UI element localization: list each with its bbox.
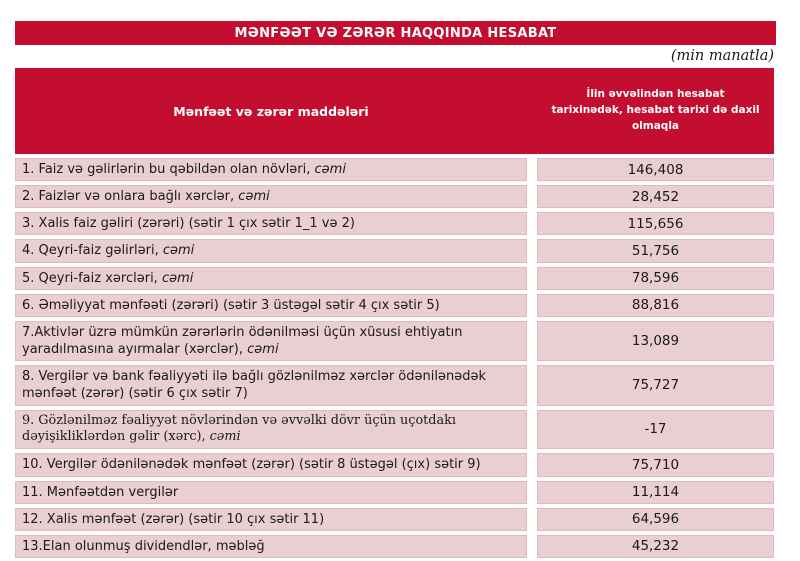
table-row: 9. Gözlənilməz fəaliyyət növlərindən və … [15,405,774,450]
row-label-italic-suffix: cəmi [314,162,346,177]
profit-loss-table: Mənfəət və zərər maddələri İlin əvvəlind… [15,68,774,558]
report-page: MƏNFƏƏT VƏ ZƏRƏR HAQQINDA HESABAT (min m… [0,21,800,561]
row-value: 13,089 [527,316,774,362]
table-row: 11. Mənfəətdən vergilər 11,114 [15,476,774,504]
row-label: 9. Gözlənilməz fəaliyyət növlərindən və … [15,405,527,450]
row-label-text: 4. Qeyri-faiz gəlirləri, [22,243,163,259]
column-header-items: Mənfəət və zərər maddələri [15,68,527,154]
row-label-italic-suffix: cəmi [238,189,270,205]
table-row: 8. Vergilər və bank fəaliyyəti ilə bağlı… [15,361,774,406]
row-label-text: 6. Əməliyyat mənfəəti (zərəri) (sətir 3 … [22,297,440,313]
row-label: 11. Mənfəətdən vergilər [15,476,527,504]
table-row: 13.Elan olunmuş dividendlər, məbləğ 45,2… [15,530,774,558]
row-value: 115,656 [527,208,774,236]
row-value: -17 [527,405,774,450]
row-label-text: 12. Xalis mənfəət (zərər) (sətir 10 çıx … [22,511,325,527]
row-value: 11,114 [527,476,774,504]
table-row: 3. Xalis faiz gəliri (zərəri) (sətir 1 ç… [15,208,774,236]
row-label: 1. Faiz və gəlirlərin bu qəbildən olan n… [15,154,527,182]
row-label-text: 2. Faizlər və onlara bağlı xərclər, [22,189,239,205]
row-label-text: 5. Qeyri-faiz xərcləri, [22,270,162,286]
row-label: 3. Xalis faiz gəliri (zərəri) (sətir 1 ç… [15,208,527,236]
row-label-text: 10. Vergilər ödənilənədək mənfəət (zərər… [22,457,481,473]
row-value: 78,596 [527,262,774,290]
unit-note: (min manatla) [670,48,774,64]
table-row: 10. Vergilər ödənilənədək mənfəət (zərər… [15,449,774,477]
row-label: 7.Aktivlər üzrə mümkün zərərlərin ödənil… [15,316,527,362]
row-value: 28,452 [527,181,774,209]
column-header-period: İlin əvvəlindən hesabat tarixinədək, hes… [527,68,774,154]
table-header: Mənfəət və zərər maddələri İlin əvvəlind… [15,68,774,154]
row-label-text: 13.Elan olunmuş dividendlər, məbləğ [22,538,265,554]
table-row: 5. Qeyri-faiz xərcləri, cəmi 78,596 [15,262,774,290]
row-label-italic-suffix: cəmi [161,270,194,286]
row-label-text: 11. Mənfəətdən vergilər [22,484,179,500]
row-label-italic-suffix: cəmi [247,342,279,358]
table-row: 6. Əməliyyat mənfəəti (zərəri) (sətir 3 … [15,289,774,317]
row-value: 45,232 [527,530,774,558]
table-row: 2. Faizlər və onlara bağlı xərclər, cəmi… [15,181,774,209]
row-label: 12. Xalis mənfəət (zərər) (sətir 10 çıx … [15,503,527,531]
row-value: 75,710 [527,449,774,477]
report-title: MƏNFƏƏT VƏ ZƏRƏR HAQQINDA HESABAT [234,25,557,41]
row-value: 51,756 [527,235,774,263]
table-row: 12. Xalis mənfəət (zərər) (sətir 10 çıx … [15,503,774,531]
row-value: 75,727 [527,361,774,406]
row-label-italic-suffix: cəmi [209,429,241,445]
row-label: 8. Vergilər və bank fəaliyyəti ilə bağlı… [15,361,527,406]
row-label-text: 7.Aktivlər üzrə mümkün zərərlərin ödənil… [22,324,463,358]
row-label: 6. Əməliyyat mənfəəti (zərəri) (sətir 3 … [15,289,527,317]
row-label: 10. Vergilər ödənilənədək mənfəət (zərər… [15,449,527,477]
row-label-text: 8. Vergilər və bank fəaliyyəti ilə bağlı… [22,369,486,402]
table-row: 7.Aktivlər üzrə mümkün zərərlərin ödənil… [15,316,774,362]
row-label-italic-suffix: cəmi [162,243,195,259]
row-label: 2. Faizlər və onlara bağlı xərclər, cəmi [15,181,527,209]
table-header-row: Mənfəət və zərər maddələri İlin əvvəlind… [15,68,774,154]
table-row: 1. Faiz və gəlirlərin bu qəbildən olan n… [15,154,774,182]
row-value: 88,816 [527,289,774,317]
table-row: 4. Qeyri-faiz gəlirləri, cəmi 51,756 [15,235,774,263]
row-label: 4. Qeyri-faiz gəlirləri, cəmi [15,235,527,263]
row-label-text: 9. Gözlənilməz fəaliyyət növlərindən və … [22,412,456,445]
table-body: 1. Faiz və gəlirlərin bu qəbildən olan n… [15,154,774,558]
report-title-bar: MƏNFƏƏT VƏ ZƏRƏR HAQQINDA HESABAT [15,21,776,45]
row-value: 146,408 [527,154,774,182]
row-label: 5. Qeyri-faiz xərcləri, cəmi [15,262,527,290]
row-value: 64,596 [527,503,774,531]
row-label-text: 1. Faiz və gəlirlərin bu qəbildən olan n… [22,162,315,177]
row-label: 13.Elan olunmuş dividendlər, məbləğ [15,530,527,558]
row-label-text: 3. Xalis faiz gəliri (zərəri) (sətir 1 ç… [22,216,355,232]
